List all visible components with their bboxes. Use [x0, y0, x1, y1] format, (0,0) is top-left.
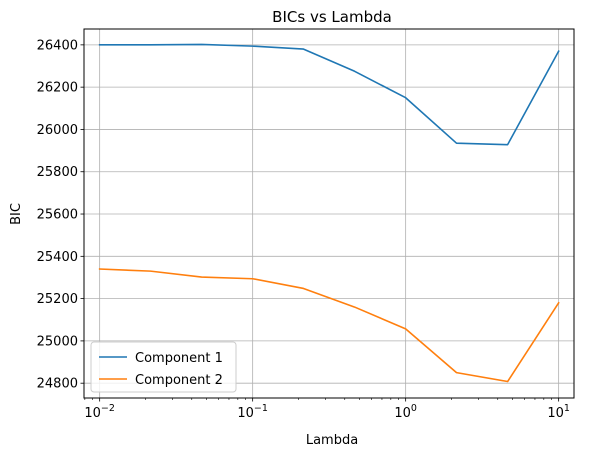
series-lines [98, 43, 560, 383]
y-tick-label: 25400 [37, 250, 78, 265]
y-tick-label: 25800 [37, 165, 78, 180]
grid-lines [84, 29, 574, 398]
legend-box [90, 341, 237, 393]
y-tick-label: 24800 [37, 377, 78, 392]
x-axis-ticks: 10−2 10−1 100 101 [84, 398, 570, 421]
y-axis-label: BIC [9, 203, 24, 225]
x-tick-label: 10−1 [237, 403, 268, 421]
y-tick-label: 25600 [37, 208, 78, 223]
y-tick-label: 25200 [37, 292, 78, 307]
y-tick-label: 26200 [37, 81, 78, 96]
chart-title: BICs vs Lambda [272, 8, 392, 26]
y-axis-ticks: 24800 25000 25200 25400 25600 25800 26000 26200… [37, 38, 84, 392]
y-tick-label: 26400 [37, 38, 78, 53]
x-axis-label: Lambda [306, 433, 358, 448]
y-tick-label: 25000 [37, 334, 78, 349]
plot-frame [83, 28, 575, 399]
legend-label-component-2: Component 2 [135, 373, 223, 388]
series-line-component-1 [98, 43, 560, 146]
legend: Component 1 Component 2 [90, 341, 237, 393]
y-tick-label: 26000 [37, 123, 78, 138]
series-line-component-2 [98, 268, 560, 383]
x-tick-label: 10−2 [84, 403, 115, 421]
x-tick-label: 101 [547, 403, 570, 421]
x-tick-label: 100 [394, 403, 417, 421]
legend-label-component-1: Component 1 [135, 351, 223, 366]
